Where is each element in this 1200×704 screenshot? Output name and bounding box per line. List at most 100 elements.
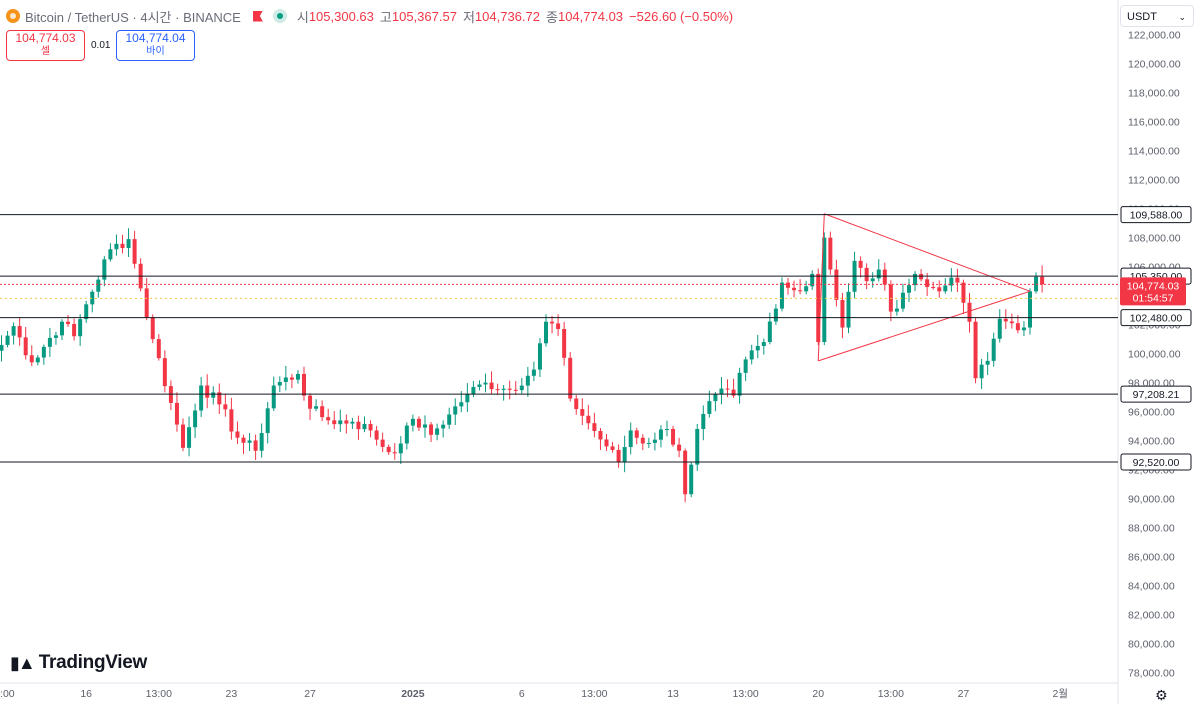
candle-body (907, 285, 911, 293)
sell-button[interactable]: 104,774.03 셀 (6, 30, 85, 61)
candle-body (556, 323, 561, 329)
candle-body (519, 385, 524, 391)
level-label: 109,588.00 (1130, 210, 1183, 222)
candle-body (761, 342, 766, 346)
y-tick-label: 84,000.00 (1128, 581, 1175, 593)
change-value: −526.60 (−0.50%) (629, 8, 734, 24)
x-tick-label: 13:00 (581, 688, 607, 700)
candle-body (162, 358, 167, 387)
x-tick-label: 27 (304, 688, 316, 700)
candle-body (5, 335, 10, 345)
candle-body (132, 239, 137, 264)
candle-body (562, 328, 567, 358)
y-tick-label: 96,000.00 (1128, 407, 1175, 419)
candle-body (271, 385, 276, 409)
candle-body (943, 285, 948, 292)
candle-body (114, 243, 119, 250)
x-tick-label: 13:00 (878, 688, 904, 700)
x-tick-label: 13 (667, 688, 679, 700)
spread-value: 0.01 (91, 40, 111, 51)
candle-body (495, 389, 500, 391)
currency-selector[interactable]: USDT ⌄ (1120, 5, 1194, 27)
candle-body (1009, 321, 1014, 324)
candle-body (96, 279, 101, 292)
candle-body (991, 338, 996, 361)
x-tick-label: 16 (80, 688, 92, 700)
live-dot-icon (272, 9, 287, 23)
candle-body (174, 402, 179, 425)
candle-body (465, 394, 470, 403)
candle-body (477, 384, 482, 387)
brand-name: TradingView (38, 652, 148, 673)
candle-body (677, 444, 682, 451)
candle-body (900, 292, 905, 309)
y-tick-label: 86,000.00 (1128, 552, 1175, 564)
candle-body (11, 326, 16, 336)
candle-body (302, 373, 306, 396)
candle-body (773, 308, 778, 322)
candle-body (798, 290, 803, 292)
candle-body (792, 287, 797, 291)
level-label-box (1120, 206, 1192, 224)
candle-body (241, 437, 246, 443)
candle-body (580, 409, 585, 416)
buy-button[interactable]: 104,774.04 바이 (116, 30, 195, 61)
gear-icon[interactable]: ⚙ (1155, 687, 1168, 703)
candle-body (737, 372, 742, 396)
candle-body (1015, 323, 1020, 331)
candle-body (423, 424, 427, 428)
candle-body (193, 410, 198, 428)
candle-body (60, 321, 64, 336)
y-tick-label: 118,000.00 (1128, 88, 1180, 100)
low-label: 저 (462, 9, 475, 25)
y-tick-label: 116,000.00 (1128, 117, 1180, 129)
candle-body (743, 359, 748, 373)
candle-body (356, 421, 361, 430)
triangle-upper-line (824, 213, 1031, 292)
candle-body (235, 431, 240, 438)
candle-body (199, 385, 204, 411)
candle-body (755, 345, 760, 351)
current-price-badge (1120, 277, 1186, 306)
candle-body (701, 413, 706, 429)
candle-body (616, 449, 621, 463)
candle-body (931, 286, 936, 288)
candle-body (713, 394, 718, 402)
flag-icon[interactable] (252, 10, 263, 22)
bitcoin-icon (6, 9, 20, 23)
candle-body (810, 273, 815, 287)
candle-body (997, 318, 1002, 339)
current-price-label: 104,774.03 (1127, 280, 1180, 292)
candle-body (1021, 327, 1026, 331)
candle-body (1003, 318, 1008, 322)
symbol-title[interactable]: Bitcoin / TetherUS · 4시간 · BINANCE (25, 9, 241, 25)
candle-body (0, 344, 4, 351)
candle-body (695, 428, 700, 465)
candle-body (320, 406, 325, 418)
candle-body (223, 404, 228, 410)
candle-body (332, 420, 337, 425)
candle-body (53, 335, 58, 338)
candle-body (919, 273, 924, 280)
candle-body (386, 446, 391, 453)
candle-body (574, 398, 579, 410)
candle-body (628, 430, 633, 448)
candle-body (822, 237, 827, 343)
candle-body (368, 423, 373, 431)
candle-body (308, 395, 313, 409)
candle-body (913, 273, 918, 286)
candle-body (205, 385, 210, 398)
y-tick-label: 114,000.00 (1128, 146, 1180, 158)
high-label: 고 (379, 9, 392, 25)
candle-body (187, 427, 192, 448)
level-label-box (1120, 309, 1192, 327)
x-tick-label: 20 (812, 688, 824, 700)
candle-body (671, 428, 676, 445)
candle-body (604, 439, 609, 447)
candle-body (658, 429, 663, 440)
candle-body (380, 439, 385, 447)
close-label: 종 (546, 9, 558, 25)
candles (0, 228, 1045, 503)
candle-body (689, 464, 694, 495)
